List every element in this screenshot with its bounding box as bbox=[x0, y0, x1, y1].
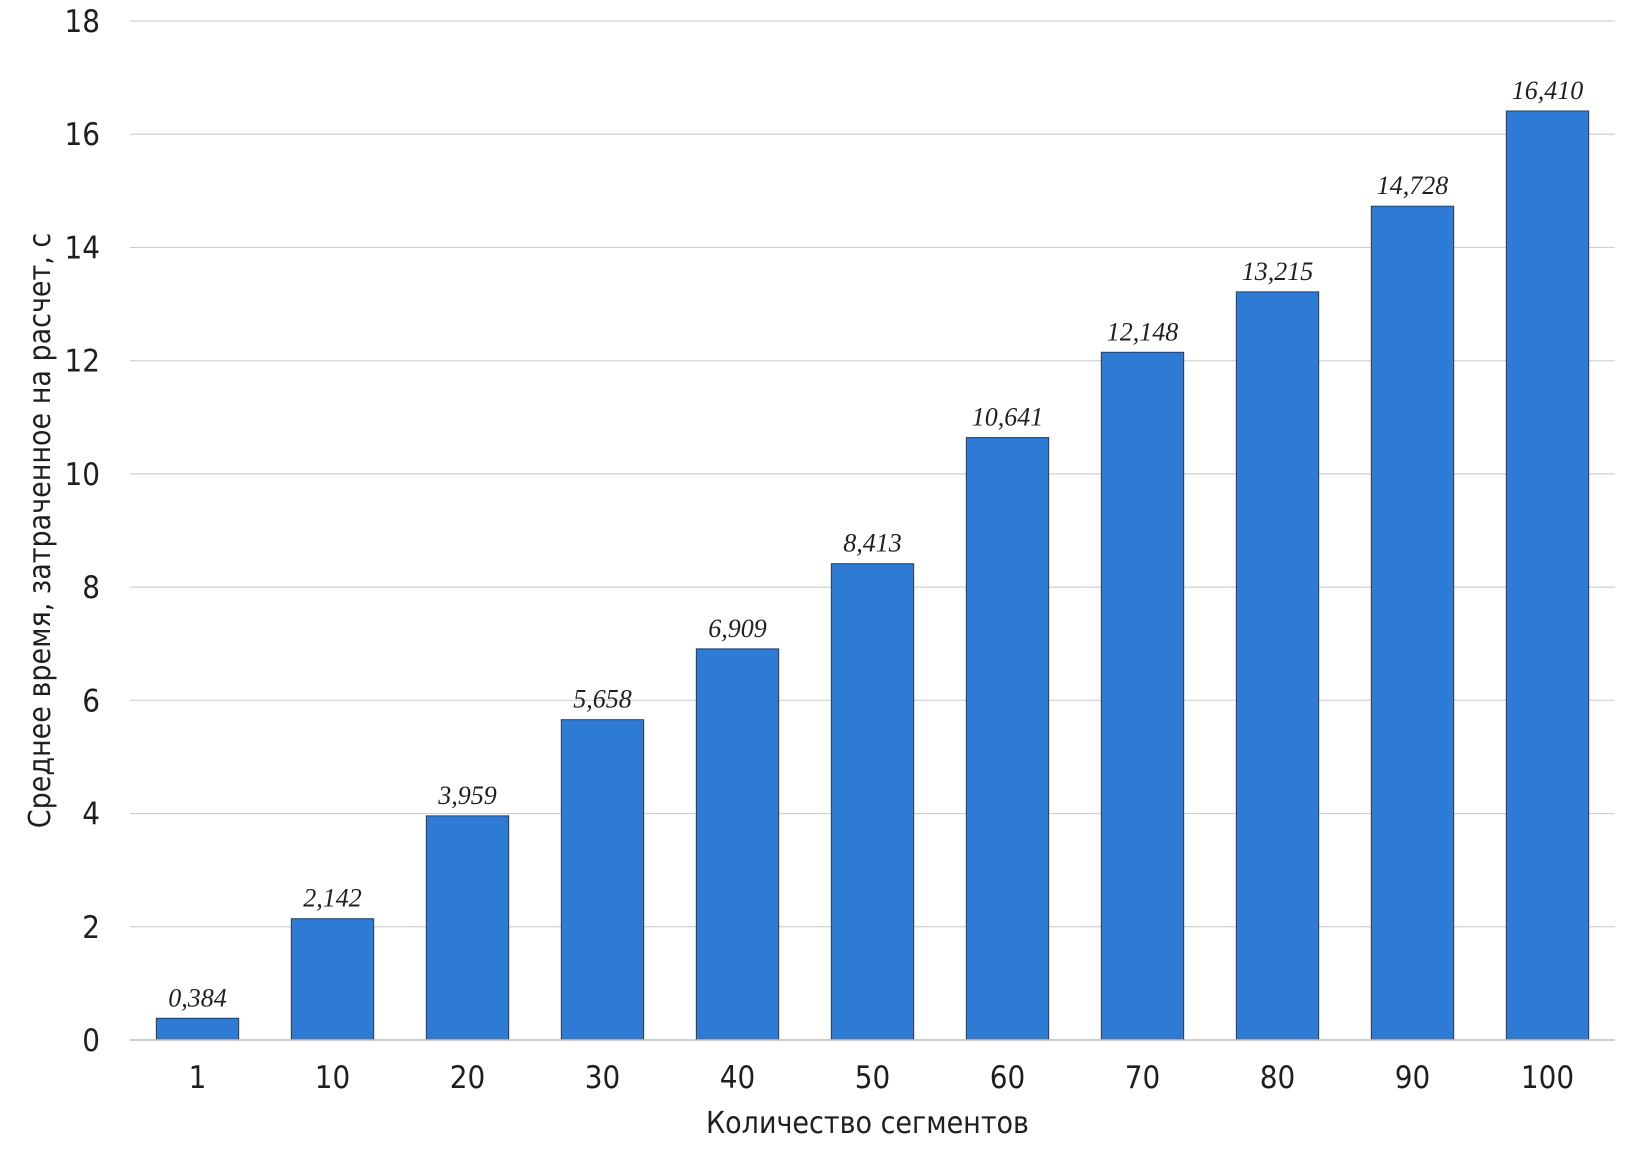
y-axis-title: Среднее время, затраченное на расчет, с bbox=[23, 233, 58, 828]
data-label: 10,641 bbox=[972, 403, 1044, 432]
x-tick-label: 40 bbox=[720, 1060, 755, 1096]
x-tick-label: 70 bbox=[1125, 1060, 1160, 1096]
bar bbox=[1100, 351, 1185, 1041]
y-tick-label: 6 bbox=[82, 683, 100, 719]
x-axis-ticks: 1 10 20 30 40 50 60 70 80 90 100 bbox=[189, 1060, 1574, 1096]
x-tick-label: 90 bbox=[1395, 1060, 1430, 1096]
bar bbox=[425, 815, 510, 1041]
y-tick-label: 10 bbox=[65, 457, 100, 493]
x-tick-label: 1 bbox=[189, 1060, 207, 1096]
bar bbox=[1370, 205, 1455, 1041]
x-tick-label: 50 bbox=[855, 1060, 890, 1096]
y-tick-label: 4 bbox=[82, 797, 100, 833]
x-tick-label: 30 bbox=[585, 1060, 620, 1096]
data-label: 2,142 bbox=[303, 884, 362, 913]
bar bbox=[965, 437, 1050, 1041]
y-tick-label: 18 bbox=[65, 4, 100, 40]
data-label: 16,410 bbox=[1512, 76, 1584, 105]
x-tick-label: 10 bbox=[315, 1060, 350, 1096]
y-tick-label: 14 bbox=[65, 230, 100, 266]
bar bbox=[560, 719, 645, 1041]
data-label: 14,728 bbox=[1377, 171, 1449, 200]
data-label: 5,658 bbox=[573, 685, 632, 714]
data-label: 12,148 bbox=[1107, 317, 1179, 346]
data-label: 8,413 bbox=[843, 529, 902, 558]
x-tick-label: 20 bbox=[450, 1060, 485, 1096]
data-label: 0,384 bbox=[168, 983, 227, 1012]
bar bbox=[830, 563, 915, 1041]
y-tick-label: 8 bbox=[82, 570, 100, 606]
x-tick-label: 80 bbox=[1260, 1060, 1295, 1096]
bar bbox=[695, 648, 780, 1041]
data-label: 13,215 bbox=[1242, 257, 1314, 286]
grid-lines bbox=[130, 20, 1615, 928]
x-axis-title: Количество сегментов bbox=[706, 1106, 1029, 1141]
data-label: 6,909 bbox=[708, 614, 767, 643]
bar bbox=[1235, 291, 1320, 1041]
y-tick-label: 16 bbox=[65, 117, 100, 153]
data-label: 3,959 bbox=[437, 781, 497, 810]
x-tick-label: 100 bbox=[1521, 1060, 1574, 1096]
y-tick-label: 2 bbox=[82, 910, 100, 946]
y-tick-label: 12 bbox=[65, 344, 100, 380]
x-tick-label: 60 bbox=[990, 1060, 1025, 1096]
bars bbox=[155, 110, 1590, 1041]
data-labels: 0,384 2,142 3,959 5,658 6,909 8,413 10,641 12,1… bbox=[168, 76, 1583, 1012]
y-tick-label: 0 bbox=[82, 1023, 100, 1059]
bar bbox=[290, 918, 375, 1041]
y-axis-ticks: 0 2 4 6 8 10 12 14 16 18 bbox=[65, 4, 100, 1059]
bar bbox=[155, 1017, 240, 1041]
bar bbox=[1505, 110, 1590, 1041]
